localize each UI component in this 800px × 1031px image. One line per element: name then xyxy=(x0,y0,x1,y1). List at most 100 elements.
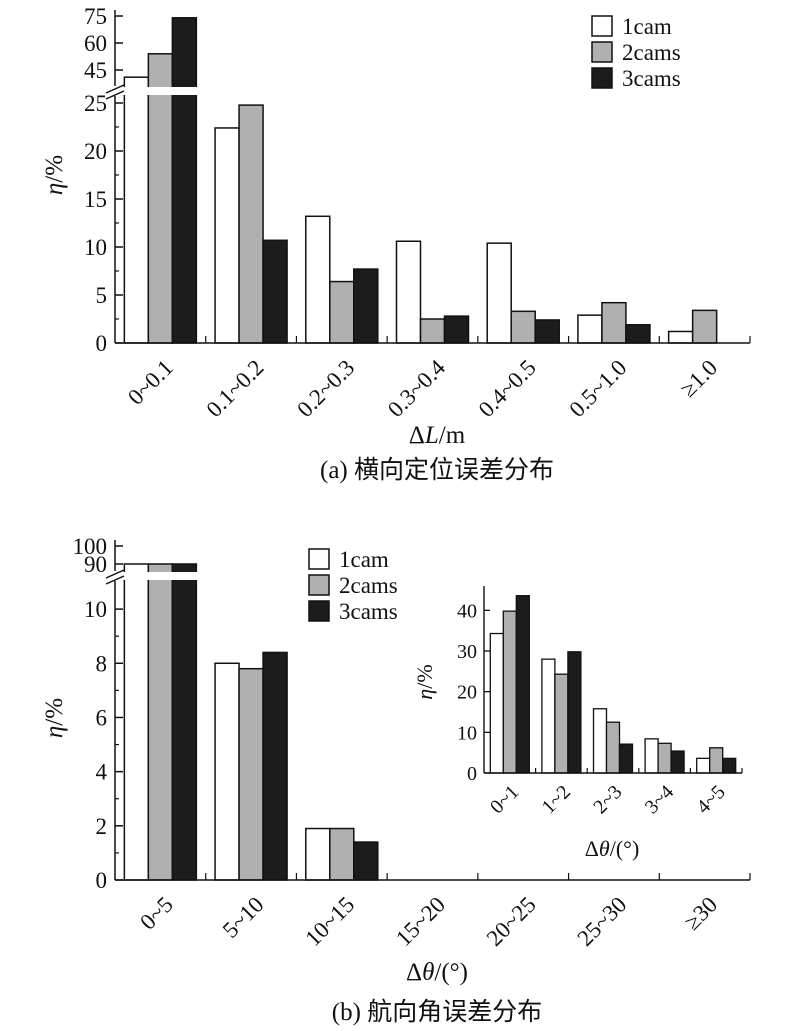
x-tick-label-0: 0~5 xyxy=(135,892,178,935)
axis-break-mark-1 xyxy=(105,84,125,94)
bar-1cam-0 xyxy=(123,76,150,344)
bar-2cams-4 xyxy=(510,310,536,344)
legend-swatch-3cams xyxy=(591,67,613,89)
inset-y-axis-title: η/% xyxy=(412,664,437,699)
inset-x-tick-label-3: 3~4 xyxy=(641,781,678,818)
inset-bar-2cams-1 xyxy=(554,673,569,774)
bar-2cams-6 xyxy=(691,309,718,344)
x-tick-label-4: 0.4~0.5 xyxy=(474,355,541,422)
y-tick-label-25: 25 xyxy=(84,91,107,116)
bar-3cams-2 xyxy=(353,268,379,344)
inset-y-tick-label-40: 40 xyxy=(457,600,477,622)
inset-bar-1cam-3 xyxy=(644,738,659,774)
inset-x-tick-label-0: 0~1 xyxy=(486,781,523,818)
inset-y-tick-label-20: 20 xyxy=(457,682,477,704)
bar-2cams-0 xyxy=(147,563,174,881)
bar-1cam-1 xyxy=(214,662,240,881)
x-tick-label-2: 0.2~0.3 xyxy=(292,355,359,422)
inset-x-axis-title: Δθ/(°) xyxy=(585,836,640,861)
bar-1cam-0 xyxy=(123,563,150,881)
bar-2cams-1 xyxy=(238,667,264,881)
x-tick-label-2: 10~15 xyxy=(300,892,359,951)
bar-1cam-5 xyxy=(577,314,603,344)
bar-3cams-0 xyxy=(171,17,198,344)
inset-bar-1cam-4 xyxy=(696,757,711,774)
inset-bar-3cams-3 xyxy=(670,750,685,774)
legend-label-2cams: 2cams xyxy=(622,40,681,65)
inset-bar-1cam-2 xyxy=(592,708,608,774)
bar-1cam-6 xyxy=(667,330,694,344)
inset-y-tick-label-10: 10 xyxy=(457,722,477,744)
axis-break-band xyxy=(117,572,242,580)
y-tick-label-100: 100 xyxy=(73,534,108,559)
legend-swatch-1cam xyxy=(591,15,613,37)
chart-inset-heading-error: 0~1 1~2 2~3 3~4 4~5 0 10 20 30 40 η/% Δθ/(°) xyxy=(412,586,743,861)
x-axis-title: ΔL/m xyxy=(409,422,466,449)
y-tick-label-45: 45 xyxy=(84,58,107,83)
legend-swatch-2cams xyxy=(308,574,330,596)
inset-bar-3cams-0 xyxy=(515,595,530,774)
y-tick-label-6: 6 xyxy=(96,705,108,730)
x-tick-label-5: 0.5~1.0 xyxy=(564,355,631,422)
inset-bar-2cams-4 xyxy=(709,747,724,774)
inset-x-tick-label-1: 1~2 xyxy=(538,781,575,818)
y-tick-label-0: 0 xyxy=(96,868,108,893)
axis-break-mark-2 xyxy=(105,90,125,100)
y-tick-label-60: 60 xyxy=(84,31,107,56)
bar-1cam-4 xyxy=(486,242,512,344)
bar-2cams-5 xyxy=(601,301,627,344)
y-tick-label-20: 20 xyxy=(84,139,107,164)
y-tick-label-90: 90 xyxy=(84,552,107,577)
chart-lateral-error: 0~0.1 0.1~0.2 0.2~0.3 0.3~0.4 0.4~0.5 0.5~1.0… xyxy=(41,4,751,449)
legend-label-3cams: 3cams xyxy=(622,66,681,91)
inset-bar-3cams-2 xyxy=(618,743,634,774)
bar-2cams-1 xyxy=(238,104,264,344)
y-axis-title: η/% xyxy=(41,698,68,738)
x-tick-label-6: ≥1.0 xyxy=(675,355,722,402)
bar-1cam-1 xyxy=(214,127,240,344)
y-tick-label-4: 4 xyxy=(96,760,108,785)
x-tick-label-1: 5~10 xyxy=(218,892,269,943)
bar-3cams-1 xyxy=(262,239,288,344)
y-tick-label-8: 8 xyxy=(96,651,108,676)
y-tick-label-15: 15 xyxy=(84,187,107,212)
bar-1cam-3 xyxy=(395,240,422,344)
bar-2cams-2 xyxy=(329,827,355,881)
bar-3cams-2 xyxy=(353,841,379,881)
inset-y-tick-label-0: 0 xyxy=(467,763,477,785)
inset-x-tick-label-4: 4~5 xyxy=(692,781,729,818)
inset-y-tick-label-30: 30 xyxy=(457,641,477,663)
y-tick-label-10: 10 xyxy=(84,235,107,260)
legend-label-1cam: 1cam xyxy=(622,14,672,39)
bar-3cams-3 xyxy=(443,315,470,344)
axis-break-mark-2 xyxy=(105,575,125,585)
x-tick-label-5: 25~30 xyxy=(572,892,631,951)
legend-swatch-1cam xyxy=(308,548,330,570)
x-tick-label-0: 0~0.1 xyxy=(123,355,178,410)
bar-2cams-0 xyxy=(147,53,174,344)
x-tick-label-1: 0.1~0.2 xyxy=(201,355,268,422)
legend-swatch-3cams xyxy=(308,600,330,622)
legend-label-1cam: 1cam xyxy=(339,547,389,572)
inset-x-tick-label-2: 2~3 xyxy=(589,781,626,818)
legend-swatch-2cams xyxy=(591,41,613,63)
bar-1cam-2 xyxy=(305,215,331,344)
x-tick-label-3: 0.3~0.4 xyxy=(383,355,450,422)
inset-bar-1cam-0 xyxy=(489,632,504,774)
bar-3cams-1 xyxy=(262,651,288,881)
bar-2cams-2 xyxy=(329,280,355,344)
bar-3cams-5 xyxy=(625,324,651,344)
inset-bar-3cams-1 xyxy=(567,651,582,774)
y-tick-label-75: 75 xyxy=(84,4,107,29)
bar-1cam-2 xyxy=(305,827,331,881)
caption-b: (b) 航向角误差分布 xyxy=(332,998,542,1026)
inset-bar-2cams-0 xyxy=(502,610,517,774)
caption-a: (a) 横向定位误差分布 xyxy=(320,456,554,484)
y-axis-title: η/% xyxy=(41,155,68,195)
inset-bar-3cams-4 xyxy=(722,757,737,774)
bar-3cams-0 xyxy=(171,563,198,881)
bar-2cams-3 xyxy=(419,318,446,344)
inset-bar-1cam-1 xyxy=(541,658,556,774)
inset-bar-2cams-3 xyxy=(657,742,672,774)
